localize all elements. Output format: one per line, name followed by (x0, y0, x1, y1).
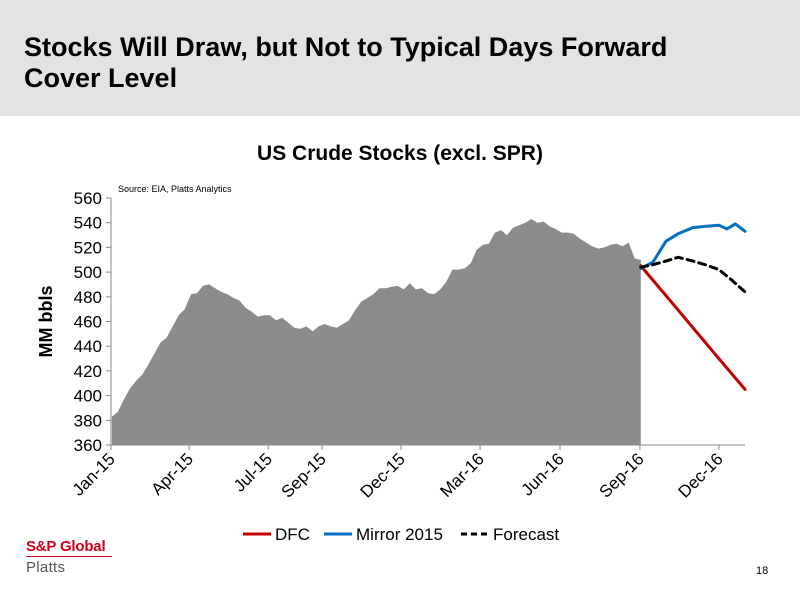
x-tick-label: Jun-16 (518, 449, 568, 499)
title-banner: Stocks Will Draw, but Not to Typical Day… (0, 0, 800, 116)
slide-title-line1: Stocks Will Draw, but Not to Typical Day… (24, 32, 668, 62)
sp-global-platts-logo: S&P Global Platts (26, 538, 112, 576)
y-tick-label: 420 (74, 362, 102, 381)
y-tick-label: 440 (74, 337, 102, 356)
y-tick-label: 540 (74, 214, 102, 233)
slide-title: Stocks Will Draw, but Not to Typical Day… (24, 32, 784, 94)
y-tick-label: 520 (74, 238, 102, 257)
logo-brand: S&P Global (26, 538, 106, 555)
y-axis-title: MM bbls (36, 286, 56, 358)
mirror-2015-line (639, 222, 747, 270)
legend-label-mirror-2015: Mirror 2015 (356, 525, 443, 544)
y-tick-label: 460 (74, 313, 102, 332)
x-tick-label: Sep-16 (596, 449, 648, 501)
legend-label-forecast: Forecast (493, 525, 559, 544)
source-note: Source: EIA, Platts Analytics (118, 184, 232, 194)
x-tick-label: Sep-15 (278, 449, 330, 501)
x-tick-label: Dec-16 (675, 449, 727, 501)
y-tick-label: 400 (74, 387, 102, 406)
forecast-line (639, 255, 747, 294)
x-tick-label: Jan-15 (69, 449, 119, 499)
y-tick-label: 480 (74, 288, 102, 307)
x-tick-label: Jul-15 (230, 449, 276, 495)
logo-sub: Platts (26, 559, 66, 576)
history-area (111, 219, 641, 445)
legend-label-dfc: DFC (275, 525, 310, 544)
y-tick-label: 360 (74, 436, 102, 455)
x-tick-label: Dec-15 (357, 449, 409, 501)
chart-title: US Crude Stocks (excl. SPR) (257, 142, 543, 165)
y-tick-label: 560 (74, 189, 102, 208)
slide-title-line2: Cover Level (24, 63, 178, 93)
x-tick-label: Apr-15 (147, 449, 197, 499)
dfc-line (639, 264, 747, 391)
x-tick-label: Mar-16 (436, 449, 488, 501)
page-number: 18 (756, 565, 769, 577)
logo-rule (26, 556, 112, 557)
y-tick-label: 380 (74, 411, 102, 430)
y-tick-label: 500 (74, 263, 102, 282)
